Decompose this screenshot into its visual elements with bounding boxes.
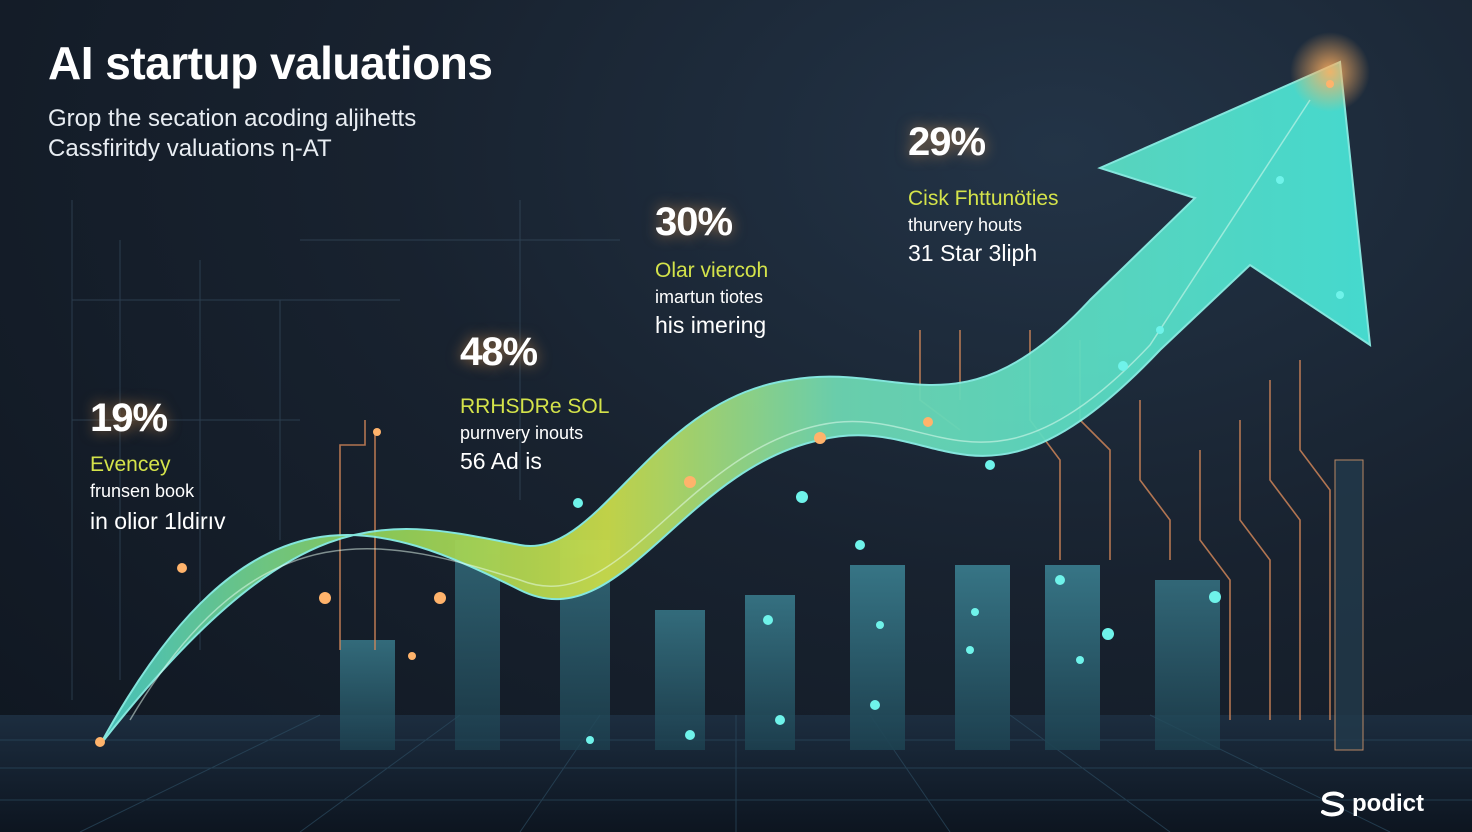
stat-percent: 19% [90,396,168,440]
circuit-grid [71,200,620,700]
stat-line-2: purnvery inouts [460,423,584,443]
stat-label: Evencey [90,453,171,476]
stat-line-3: his imering [655,312,767,338]
subtitle-line-2: Cassfiritdy valuations η-AT [48,135,332,162]
glow-nodes [95,80,1344,747]
stat-block-1: 19% Evencey frunsen book in olior 1ldirı… [90,396,226,535]
arrow-tip-glow [1290,32,1370,112]
stat-block-2: 48% RRHSDRe SOL purnvery inouts 56 Ad is [460,330,609,475]
s-swirl-logo-icon [1321,791,1345,817]
page-subtitle: Grop the secation acoding aljihetts Cass… [48,104,416,164]
stat-percent: 29% [908,120,986,164]
subtitle-line-1: Grop the secation acoding aljihetts [48,105,417,132]
stat-line-2: thurvery houts [908,215,1023,235]
stat-line-3: 56 Ad is [460,448,542,474]
stat-label: Olar viercoh [655,259,769,282]
bar-columns [340,459,1364,751]
stat-label: RRHSDRe SOL [460,395,610,418]
stat-percent: 48% [460,330,538,374]
stat-line-3: in olior 1ldirıv [90,508,226,534]
stat-line-2: imartun tiotes [655,287,764,307]
arrow-highlight [129,99,1311,721]
stat-line-3: 31 Star 3liph [908,240,1038,266]
page-title: AI startup valuations [48,37,493,89]
stat-block-3: 30% Olar viercoh imartun tiotes his imer… [655,200,768,339]
stat-line-2: frunsen book [90,481,195,501]
stat-percent: 30% [655,200,733,244]
brand-logo: podict [1318,790,1424,818]
brand-name: podict [1352,790,1424,817]
growth-arrow [99,60,1372,746]
stat-block-4: 29% Cisk Fhttunöties thurvery houts 31 S… [908,120,1059,267]
stat-label: Cisk Fhttunöties [908,187,1059,210]
